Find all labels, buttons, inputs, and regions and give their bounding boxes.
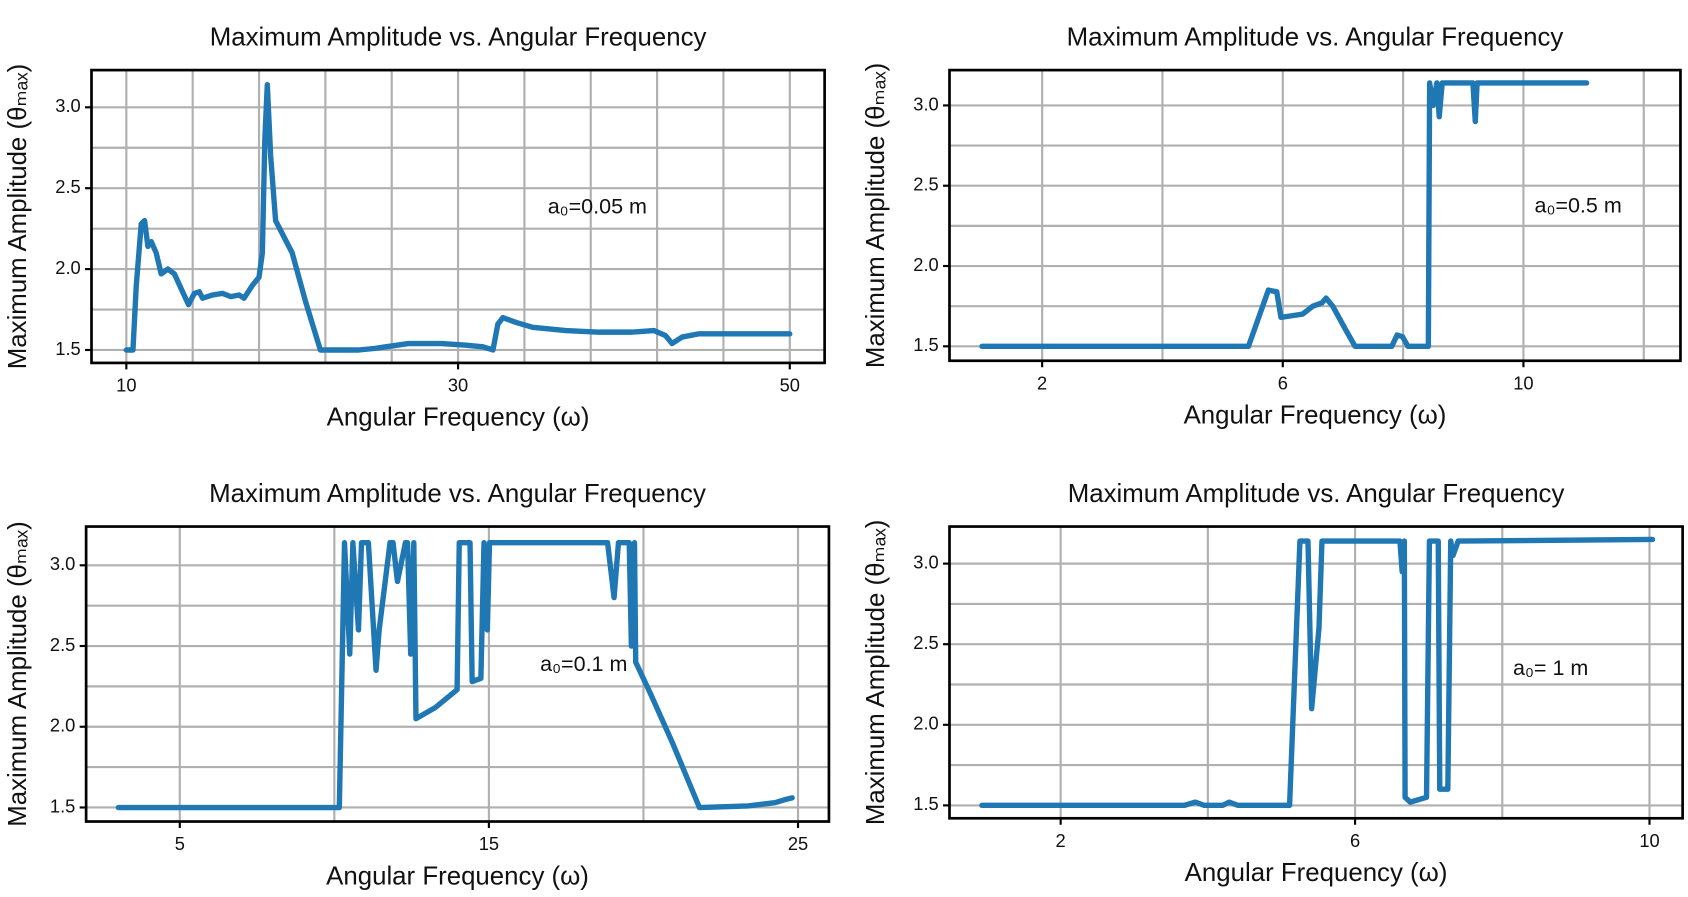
plot-frame bbox=[948, 68, 1682, 363]
x-tick-label: 50 bbox=[780, 374, 800, 395]
chart-title: Maximum Amplitude vs. Angular Frequency bbox=[209, 480, 706, 508]
y-tick-label: 2.0 bbox=[913, 713, 938, 734]
y-tick-label: 3.0 bbox=[50, 553, 75, 574]
y-axis-label: Maximum Amplitude (θₘₐₓ) bbox=[862, 63, 890, 368]
y-axis-label: Maximum Amplitude (θₘₐₓ) bbox=[862, 520, 890, 825]
y-tick-label: 2.0 bbox=[50, 715, 75, 736]
x-tick-label: 6 bbox=[1278, 372, 1288, 393]
x-tick-label: 2 bbox=[1056, 830, 1066, 851]
y-tick-label: 1.5 bbox=[50, 795, 75, 816]
y-tick-label: 2.5 bbox=[913, 632, 938, 653]
plot-frame bbox=[84, 525, 831, 823]
y-tick-label: 2.5 bbox=[55, 176, 80, 197]
annotation: a₀=0.5 m bbox=[1534, 193, 1621, 217]
x-tick-label: 10 bbox=[116, 374, 136, 395]
x-tick-label: 25 bbox=[788, 833, 808, 854]
x-tick-label: 10 bbox=[1513, 372, 1533, 393]
data-line bbox=[115, 540, 795, 811]
y-tick-label: 1.5 bbox=[913, 334, 938, 355]
chart-title: Maximum Amplitude vs. Angular Frequency bbox=[1068, 480, 1565, 508]
plot-frame bbox=[90, 68, 826, 365]
x-tick-label: 15 bbox=[479, 833, 499, 854]
chart-title: Maximum Amplitude vs. Angular Frequency bbox=[1067, 24, 1564, 52]
y-tick-label: 1.5 bbox=[55, 338, 80, 359]
annotation: a₀=0.1 m bbox=[540, 652, 627, 676]
y-tick-label: 2.0 bbox=[55, 257, 80, 278]
annotation: a₀=0.05 m bbox=[548, 194, 647, 218]
y-axis-label: Maximum Amplitude (θₘₐₓ) bbox=[4, 64, 32, 369]
y-tick-label: 2.5 bbox=[913, 174, 938, 195]
y-tick-label: 3.0 bbox=[913, 551, 938, 572]
x-tick-label: 30 bbox=[448, 374, 468, 395]
y-tick-label: 2.5 bbox=[50, 634, 75, 655]
x-axis-label: Angular Frequency (ω) bbox=[1185, 859, 1448, 887]
data-line bbox=[979, 80, 1590, 350]
y-tick-label: 1.5 bbox=[913, 793, 938, 814]
chart-title: Maximum Amplitude vs. Angular Frequency bbox=[210, 24, 707, 52]
x-axis-label: Angular Frequency (ω) bbox=[327, 404, 590, 432]
y-tick-label: 3.0 bbox=[913, 93, 938, 114]
y-tick-label: 2.0 bbox=[913, 254, 938, 275]
x-tick-label: 6 bbox=[1350, 830, 1360, 851]
x-tick-label: 10 bbox=[1639, 830, 1659, 851]
x-tick-label: 5 bbox=[175, 833, 185, 854]
data-line bbox=[979, 536, 1656, 809]
y-axis-label: Maximum Amplitude (θₘₐₓ) bbox=[4, 521, 32, 826]
data-line bbox=[123, 81, 793, 353]
x-axis-label: Angular Frequency (ω) bbox=[1184, 402, 1447, 430]
plot-frame bbox=[948, 525, 1684, 820]
y-tick-label: 3.0 bbox=[55, 95, 80, 116]
x-tick-label: 2 bbox=[1037, 372, 1047, 393]
x-axis-label: Angular Frequency (ω) bbox=[326, 862, 589, 890]
annotation: a₀= 1 m bbox=[1513, 656, 1588, 680]
